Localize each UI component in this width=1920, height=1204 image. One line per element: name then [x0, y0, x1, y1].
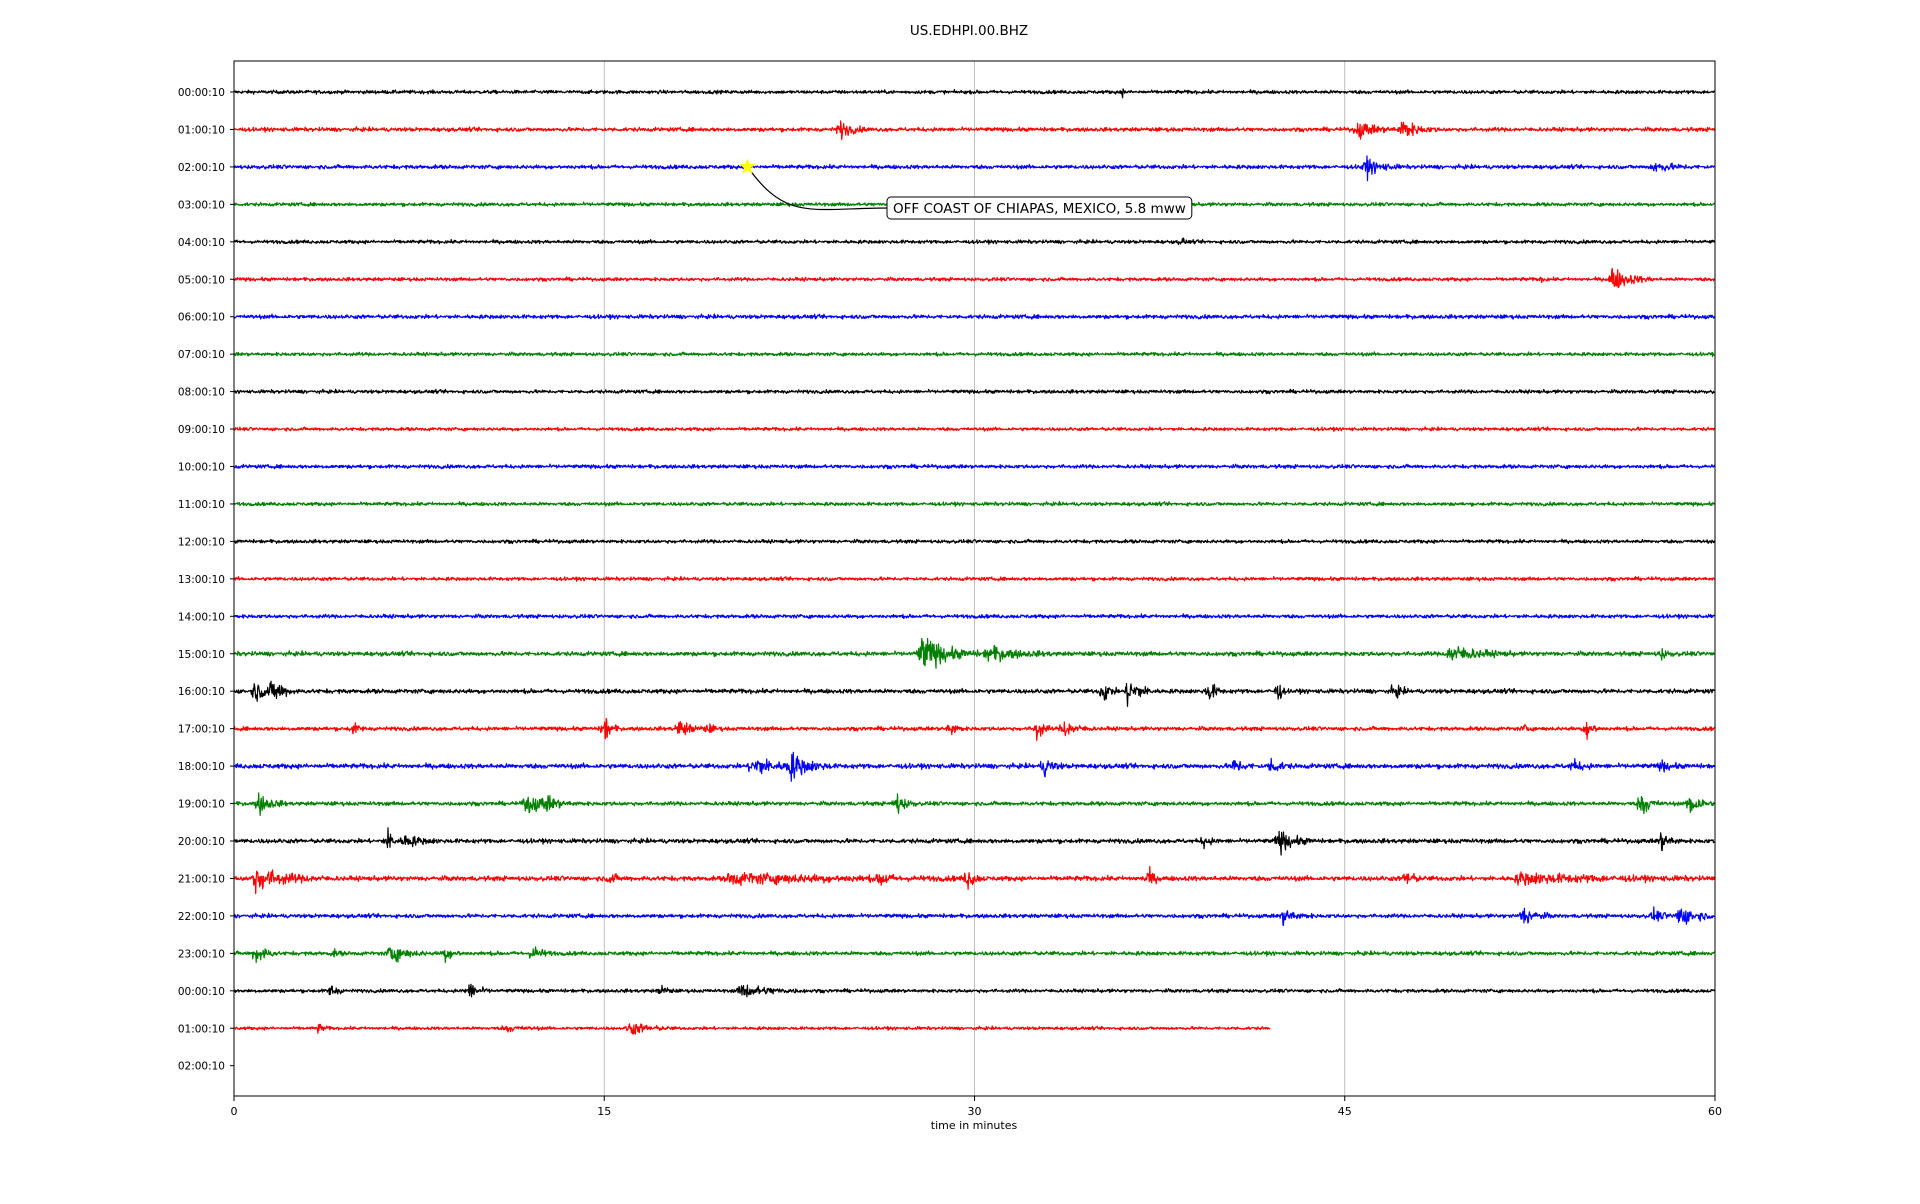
- annotation-arrow: [746, 166, 891, 211]
- annotation-box: [886, 196, 1193, 220]
- x-axis-label: time in minutes: [931, 1119, 1018, 1132]
- seismic-trace-0: [233, 88, 1715, 99]
- row-label: 14:00:10: [178, 611, 225, 623]
- row-label: 10:00:10: [178, 462, 225, 474]
- event-star-marker: [739, 158, 756, 174]
- row-label: 09:00:10: [178, 424, 225, 436]
- row-label: 00:00:10: [178, 986, 225, 998]
- row-label: 16:00:10: [178, 686, 225, 698]
- seismic-trace-4: [233, 237, 1716, 246]
- seismic-trace-18: [233, 751, 1716, 782]
- row-label: 01:00:10: [178, 1023, 225, 1035]
- row-label: 23:00:10: [178, 948, 225, 960]
- seismic-trace-21: [233, 865, 1716, 895]
- seismic-trace-10: [233, 463, 1716, 470]
- row-label: 15:00:10: [178, 649, 225, 661]
- row-label: 01:00:10: [178, 124, 225, 136]
- x-tick-label: 15: [597, 1105, 611, 1118]
- row-label: 05:00:10: [178, 274, 225, 286]
- row-label: 22:00:10: [178, 911, 225, 923]
- seismic-trace-1: [233, 120, 1716, 141]
- row-label: 04:00:10: [178, 237, 225, 249]
- seismic-trace-19: [233, 792, 1716, 816]
- row-label: 19:00:10: [178, 799, 225, 811]
- row-label: 18:00:10: [178, 761, 225, 773]
- seismic-trace-11: [233, 500, 1716, 507]
- seismic-trace-9: [233, 426, 1715, 432]
- row-label: 03:00:10: [178, 199, 225, 211]
- row-label: 12:00:10: [178, 536, 225, 548]
- traces: [233, 88, 1716, 1035]
- row-label: 21:00:10: [178, 873, 225, 885]
- row-label: 13:00:10: [178, 574, 225, 586]
- row-label: 06:00:10: [178, 312, 225, 324]
- x-axis-ticks: 0 15 30 45 60: [231, 1096, 1722, 1118]
- row-label: 08:00:10: [178, 387, 225, 399]
- annotation-label: OFF COAST OF CHIAPAS, MEXICO, 5.8 mww: [893, 201, 1186, 217]
- row-label: 17:00:10: [178, 724, 225, 736]
- row-label: 02:00:10: [178, 162, 225, 174]
- chart-title: US.EDHPI.00.BHZ: [910, 23, 1028, 39]
- row-label: 02:00:10: [178, 1061, 225, 1073]
- seismic-trace-24: [233, 983, 1716, 998]
- row-label: 20:00:10: [178, 836, 225, 848]
- seismic-trace-7: [233, 351, 1715, 358]
- seismic-trace-14: [233, 613, 1716, 620]
- seismic-trace-6: [233, 313, 1716, 321]
- seismic-trace-23: [233, 946, 1715, 964]
- seismic-trace-25: [233, 1023, 1271, 1035]
- x-tick-label: 0: [231, 1105, 238, 1118]
- row-label: 07:00:10: [178, 349, 225, 361]
- x-tick-label: 45: [1338, 1105, 1352, 1118]
- seismic-trace-12: [233, 538, 1716, 545]
- seismic-trace-8: [233, 388, 1715, 395]
- row-labels: 00:00:10 01:00:10 02:00:10 03:00:10 04:00:10…: [178, 87, 234, 1073]
- event-annotation: OFF COAST OF CHIAPAS, MEXICO, 5.8 mww: [739, 158, 1193, 220]
- seismic-trace-13: [233, 575, 1715, 582]
- seismic-trace-16: [233, 680, 1716, 707]
- seismic-trace-17: [233, 717, 1715, 742]
- seismic-trace-2: [233, 155, 1715, 182]
- x-tick-label: 30: [968, 1105, 982, 1118]
- seismic-trace-15: [233, 637, 1715, 669]
- seismic-trace-20: [233, 827, 1715, 856]
- seismic-trace-22: [233, 906, 1715, 926]
- row-label: 11:00:10: [178, 499, 225, 511]
- seismic-trace-5: [233, 268, 1715, 289]
- x-tick-label: 60: [1708, 1105, 1722, 1118]
- row-label: 00:00:10: [178, 87, 225, 99]
